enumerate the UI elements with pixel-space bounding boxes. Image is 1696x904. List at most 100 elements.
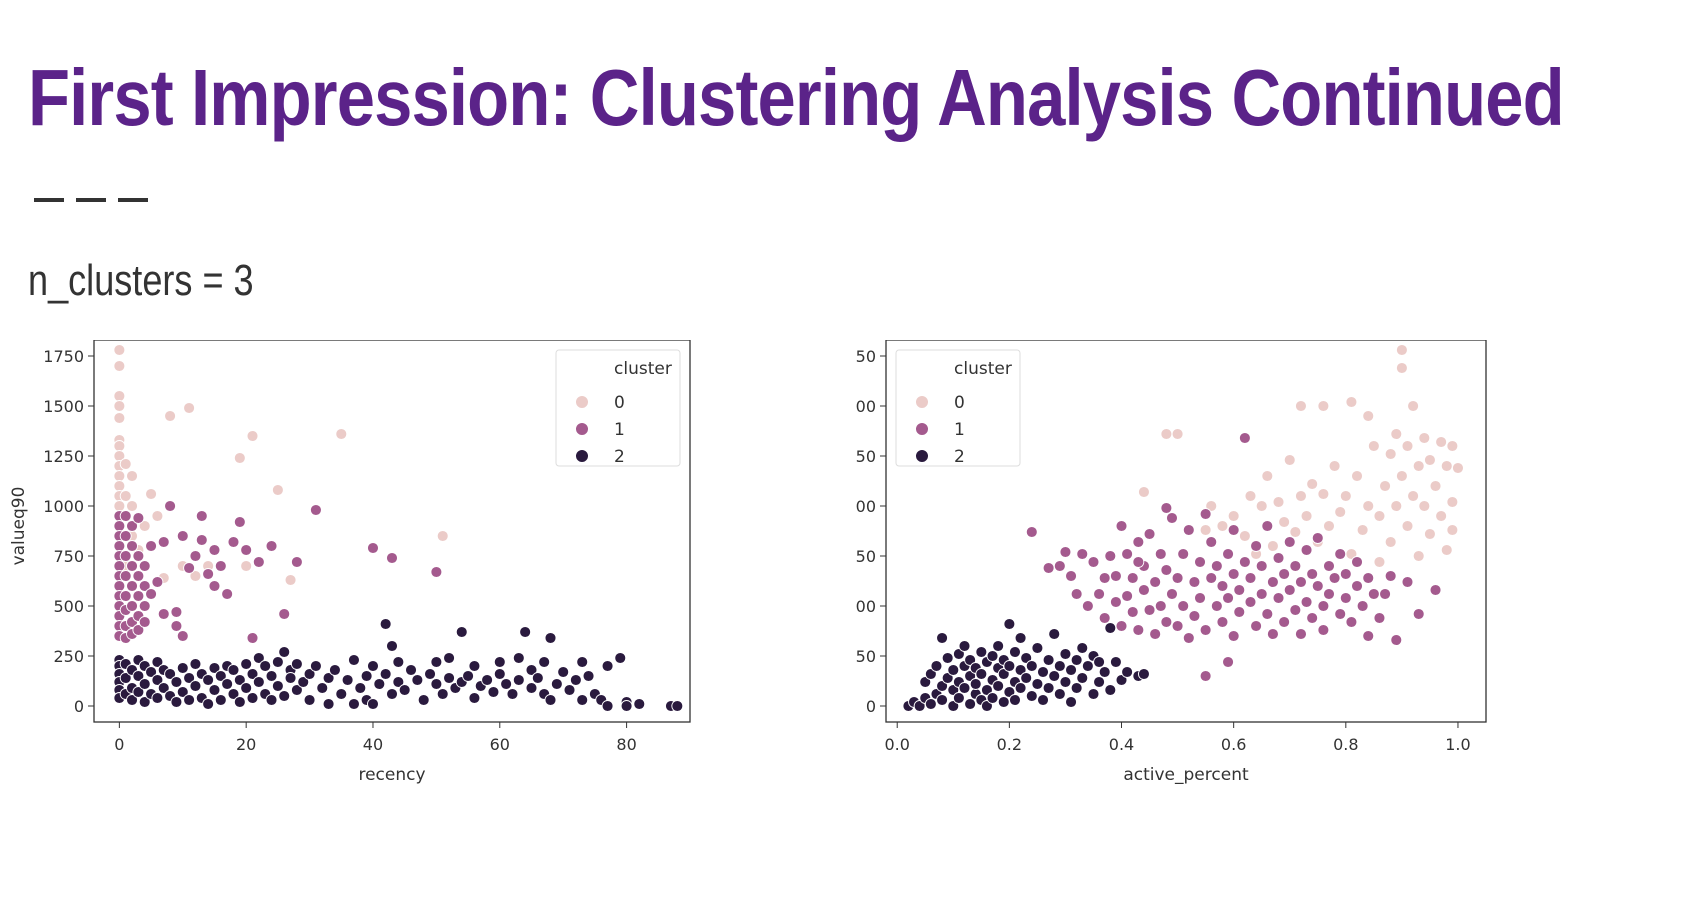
data-point-cluster-1 (119, 550, 132, 562)
data-point-cluster-1 (1379, 588, 1392, 600)
data-point-cluster-2 (386, 688, 398, 700)
data-point-cluster-2 (601, 660, 614, 672)
data-point-cluster-2 (284, 672, 297, 684)
data-point-cluster-2 (341, 674, 354, 686)
data-point-cluster-1 (1188, 576, 1201, 588)
data-point-cluster-2 (214, 670, 227, 682)
data-point-cluster-1 (1109, 596, 1122, 608)
data-point-cluster-0 (113, 500, 126, 512)
points-group (902, 344, 1464, 712)
data-point-cluster-0 (1435, 510, 1448, 522)
data-point-cluster-1 (1317, 600, 1330, 612)
data-point-cluster-1 (1199, 508, 1212, 520)
data-point-cluster-2 (417, 694, 430, 706)
data-point-cluster-2 (924, 698, 937, 710)
data-point-cluster-0 (1412, 460, 1425, 472)
data-point-cluster-0 (1390, 428, 1403, 440)
y-tick-label: 1000 (855, 497, 876, 516)
data-point-cluster-2 (373, 678, 386, 690)
data-point-cluster-2 (379, 618, 392, 630)
data-point-cluster-2 (614, 652, 627, 664)
data-point-cluster-2 (303, 668, 316, 680)
data-point-cluster-0 (119, 490, 132, 502)
data-point-cluster-0 (1440, 544, 1453, 556)
x-tick-label: 1.0 (1445, 735, 1470, 754)
data-point-cluster-2 (145, 666, 158, 678)
data-point-cluster-1 (1261, 608, 1274, 620)
data-point-cluster-1 (1166, 588, 1178, 600)
data-point-cluster-1 (240, 544, 253, 556)
data-point-cluster-1 (1334, 608, 1347, 620)
data-point-cluster-2 (468, 660, 481, 672)
data-point-cluster-2 (233, 696, 246, 708)
data-point-cluster-2 (462, 670, 475, 682)
data-point-cluster-2 (271, 680, 284, 692)
data-point-cluster-2 (512, 652, 525, 664)
x-tick-label: 0.8 (1333, 735, 1358, 754)
data-point-cluster-1 (278, 608, 291, 620)
data-point-cluster-2 (941, 672, 954, 684)
data-point-cluster-2 (157, 682, 170, 694)
data-point-cluster-2 (1037, 694, 1049, 706)
data-point-cluster-1 (1132, 536, 1145, 548)
data-point-cluster-1 (1255, 588, 1268, 600)
data-point-cluster-0 (164, 410, 177, 422)
data-point-cluster-1 (1143, 528, 1156, 540)
data-point-cluster-2 (392, 676, 405, 688)
data-point-cluster-1 (1154, 600, 1167, 612)
data-point-cluster-1 (1216, 616, 1229, 628)
x-tick-label: 0.6 (1221, 735, 1246, 754)
data-point-cluster-1 (138, 580, 151, 592)
data-point-cluster-1 (1255, 560, 1268, 572)
data-point-cluster-1 (157, 608, 170, 620)
data-point-cluster-2 (487, 686, 500, 698)
data-point-cluster-0 (1362, 410, 1375, 422)
data-point-cluster-2 (328, 664, 341, 676)
data-point-cluster-2 (964, 698, 977, 710)
data-point-cluster-1 (1188, 610, 1201, 622)
data-point-cluster-2 (1025, 690, 1038, 702)
data-point-cluster-2 (265, 670, 278, 682)
data-point-cluster-1 (1076, 548, 1089, 560)
data-point-cluster-2 (930, 660, 943, 672)
data-point-cluster-2 (386, 640, 398, 652)
legend-marker-1 (575, 422, 589, 436)
data-point-cluster-1 (1283, 536, 1296, 548)
data-point-cluster-1 (1306, 568, 1319, 580)
y-tick-label: 750 (53, 547, 84, 566)
data-point-cluster-1 (126, 600, 138, 612)
data-point-cluster-2 (151, 692, 164, 704)
data-point-cluster-1 (113, 540, 126, 552)
data-point-cluster-2 (430, 678, 443, 690)
data-point-cluster-1 (126, 580, 138, 592)
data-point-cluster-1 (1289, 604, 1302, 616)
data-point-cluster-2 (151, 656, 164, 668)
data-point-cluster-1 (132, 512, 145, 524)
data-point-cluster-2 (1042, 682, 1055, 694)
data-point-cluster-1 (1233, 606, 1246, 618)
data-point-cluster-2 (964, 670, 977, 682)
data-point-cluster-0 (1446, 524, 1459, 536)
data-point-cluster-2 (119, 672, 132, 684)
data-point-cluster-2 (1014, 664, 1027, 676)
data-point-cluster-1 (1121, 548, 1134, 560)
data-point-cluster-1 (1171, 572, 1184, 584)
data-point-cluster-0 (1446, 496, 1459, 508)
data-point-cluster-1 (1132, 624, 1145, 636)
data-point-cluster-1 (227, 536, 240, 548)
data-point-cluster-0 (1199, 524, 1212, 536)
data-point-cluster-2 (240, 682, 253, 694)
data-point-cluster-2 (569, 674, 582, 686)
data-point-cluster-1 (1384, 570, 1397, 582)
data-point-cluster-0 (1384, 536, 1397, 548)
data-point-cluster-2 (354, 682, 367, 694)
data-point-cluster-0 (1339, 490, 1352, 502)
data-point-cluster-1 (1244, 572, 1257, 584)
legend-marker-1 (915, 422, 929, 436)
data-point-cluster-2 (246, 668, 259, 680)
data-point-cluster-0 (145, 488, 158, 500)
data-point-cluster-0 (1412, 550, 1425, 562)
data-point-cluster-2 (240, 658, 253, 670)
data-point-cluster-2 (443, 672, 456, 684)
x-tick-label: 0 (114, 735, 124, 754)
